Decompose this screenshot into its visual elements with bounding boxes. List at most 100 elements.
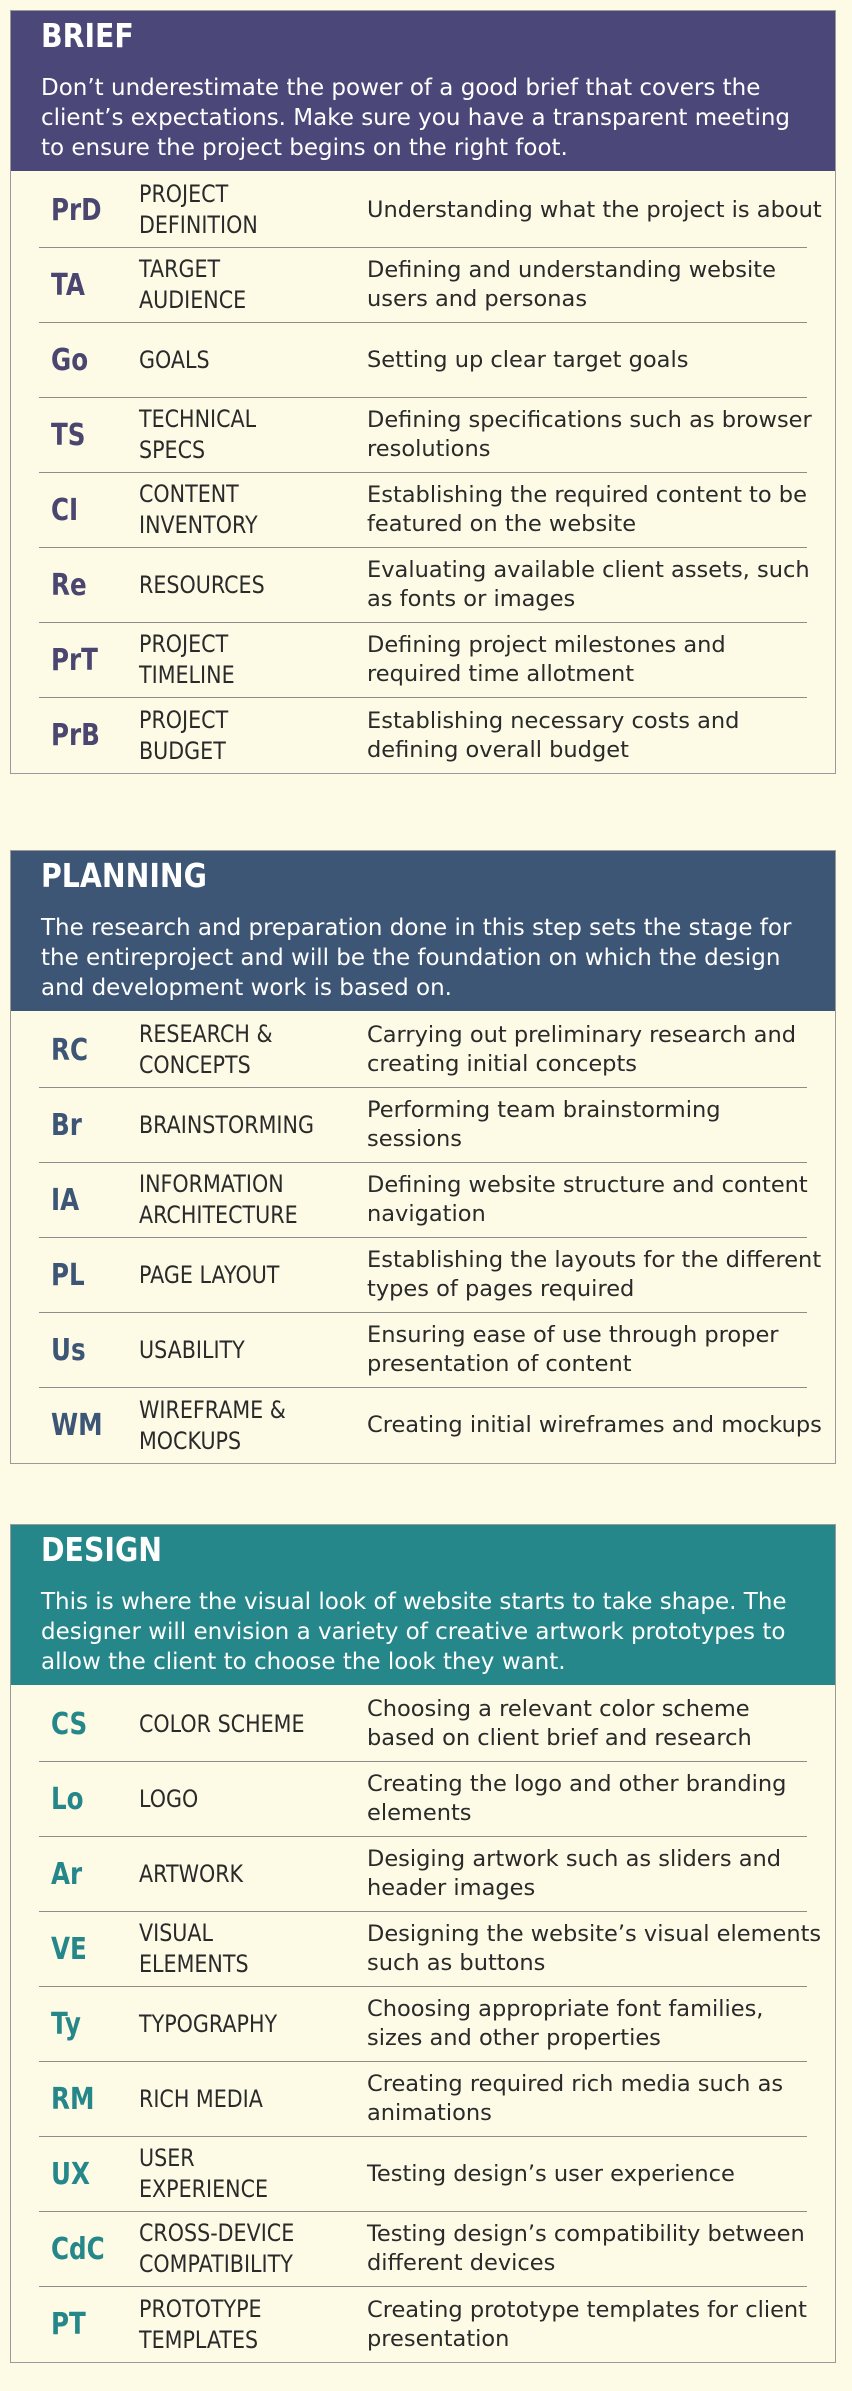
row-desc: Creating prototype templates for client … xyxy=(367,2296,808,2352)
row-name: PROTOTYPE TEMPLATES xyxy=(139,2294,262,2354)
row-abbr: TA xyxy=(51,267,85,303)
design-section: DESIGN This is where the visual look of … xyxy=(10,1524,836,2363)
brief-row-target-audience: TA TARGET AUDIENCE Defining and understa… xyxy=(39,248,807,323)
brief-section: BRIEF Don’t underestimate the power of a… xyxy=(10,10,836,774)
brief-list: PrD PROJECT DEFINITION Understanding wha… xyxy=(11,171,835,773)
planning-row-usability: Us USABILITY Ensuring ease of use throug… xyxy=(39,1313,807,1388)
row-name: RESEARCH & CONCEPTS xyxy=(139,1020,273,1079)
row-name: VISUAL ELEMENTS xyxy=(139,1919,249,1978)
design-title: DESIGN xyxy=(11,1525,835,1573)
row-abbr: VE xyxy=(51,1931,87,1967)
row-name: INFORMATION ARCHITECTURE xyxy=(139,1170,298,1229)
row-abbr: RC xyxy=(51,1032,89,1068)
planning-list: RC RESEARCH & CONCEPTS Carrying out prel… xyxy=(11,1011,835,1463)
row-desc: Defining and understanding website users… xyxy=(367,257,776,312)
row-abbr: PL xyxy=(51,1257,85,1293)
row-name: PAGE LAYOUT xyxy=(139,1260,280,1289)
row-abbr: CS xyxy=(51,1706,88,1742)
row-name: BRAINSTORMING xyxy=(139,1110,314,1139)
design-row-user-experience: UX USER EXPERIENCE Testing design’s user… xyxy=(39,2137,807,2212)
row-name: PROJECT TIMELINE xyxy=(139,630,235,689)
design-row-logo: Lo LOGO Creating the logo and other bran… xyxy=(39,1762,807,1837)
row-desc: Ensuring ease of use through proper pres… xyxy=(367,1322,779,1377)
planning-row-information-architecture: IA INFORMATION ARCHITECTURE Defining web… xyxy=(39,1163,808,1238)
row-desc: Evaluating available client assets, such… xyxy=(367,557,810,612)
row-desc: Understanding what the project is about xyxy=(367,196,822,223)
row-desc: Choosing a relevant color scheme based o… xyxy=(367,1696,752,1751)
row-desc: Establishing the layouts for the differe… xyxy=(367,1247,822,1302)
brief-row-project-definition: PrD PROJECT DEFINITION Understanding wha… xyxy=(39,173,822,248)
row-name: USER EXPERIENCE xyxy=(139,2144,269,2203)
row-name: CROSS-DEVICE COMPATIBILITY xyxy=(139,2219,295,2278)
row-desc: Performing team brainstorming sessions xyxy=(367,1097,721,1152)
brief-row-project-timeline: PrT PROJECT TIMELINE Defining project mi… xyxy=(39,623,807,698)
row-name: GOALS xyxy=(139,345,210,374)
planning-row-research-concepts: RC RESEARCH & CONCEPTS Carrying out prel… xyxy=(39,1013,807,1088)
row-desc: Desiging artwork such as sliders and hea… xyxy=(367,1846,782,1901)
row-name: WIREFRAME & MOCKUPS xyxy=(139,1395,286,1455)
row-desc: Creating required rich media such as ani… xyxy=(367,2071,784,2126)
row-abbr: TS xyxy=(51,417,86,453)
row-name: TARGET AUDIENCE xyxy=(139,255,247,314)
row-name: ARTWORK xyxy=(139,1859,244,1888)
row-abbr: Lo xyxy=(51,1781,84,1817)
row-name: LOGO xyxy=(139,1784,199,1813)
row-desc: Defining specifications such as browser … xyxy=(367,407,812,462)
row-abbr: Go xyxy=(51,342,89,378)
row-name: USABILITY xyxy=(139,1335,245,1364)
planning-row-wireframe-mockups: WM WIREFRAME & MOCKUPS Creating initial … xyxy=(39,1388,822,1463)
row-desc: Defining project milestones and required… xyxy=(367,632,726,687)
row-abbr: WM xyxy=(51,1408,103,1443)
row-name: RICH MEDIA xyxy=(139,2084,263,2113)
row-abbr: UX xyxy=(51,2156,90,2192)
row-desc: Establishing the required content to be … xyxy=(367,482,807,537)
row-desc: Establishing necessary costs and definin… xyxy=(367,707,740,763)
row-name: PROJECT BUDGET xyxy=(139,705,229,765)
brief-description: Don’t underestimate the power of a good … xyxy=(11,59,835,171)
row-desc: Setting up clear target goals xyxy=(367,346,689,373)
design-row-cross-device-compatibility: CdC CROSS-DEVICE COMPATIBILITY Testing d… xyxy=(39,2212,807,2287)
row-desc: Carrying out preliminary research and cr… xyxy=(367,1022,797,1077)
row-abbr: Ty xyxy=(51,2006,81,2042)
row-desc: Creating initial wireframes and mockups xyxy=(367,1412,822,1438)
planning-title: PLANNING xyxy=(11,851,835,899)
planning-section: PLANNING The research and preparation do… xyxy=(10,850,836,1464)
design-row-color-scheme: CS COLOR SCHEME Choosing a relevant colo… xyxy=(39,1687,807,1762)
brief-row-content-inventory: CI CONTENT INVENTORY Establishing the re… xyxy=(39,473,807,548)
brief-row-technical-specs: TS TECHNICAL SPECS Defining specificatio… xyxy=(39,398,812,473)
row-desc: Defining website structure and content n… xyxy=(367,1172,808,1227)
row-name: CONTENT INVENTORY xyxy=(139,480,258,539)
planning-description: The research and preparation done in thi… xyxy=(11,899,835,1011)
row-name: PROJECT DEFINITION xyxy=(139,180,258,239)
design-row-prototype-templates: PT PROTOTYPE TEMPLATES Creating prototyp… xyxy=(39,2287,807,2362)
row-abbr: Ar xyxy=(51,1856,83,1892)
row-name: TECHNICAL SPECS xyxy=(139,405,257,464)
brief-row-goals: Go GOALS Setting up clear target goals xyxy=(39,323,807,398)
row-name: COLOR SCHEME xyxy=(139,1709,305,1738)
row-abbr: PrT xyxy=(51,642,98,678)
row-abbr: CdC xyxy=(51,2231,105,2267)
brief-row-project-budget: PrB PROJECT BUDGET Establishing necessar… xyxy=(39,698,807,773)
design-description: This is where the visual look of website… xyxy=(11,1573,835,1685)
row-abbr: Br xyxy=(51,1107,82,1143)
design-row-rich-media: RM RICH MEDIA Creating required rich med… xyxy=(39,2062,807,2137)
row-abbr: PT xyxy=(51,2307,86,2342)
design-list: CS COLOR SCHEME Choosing a relevant colo… xyxy=(11,1685,835,2362)
design-row-typography: Ty TYPOGRAPHY Choosing appropriate font … xyxy=(39,1987,807,2062)
row-abbr: IA xyxy=(51,1182,80,1218)
planning-row-page-layout: PL PAGE LAYOUT Establishing the layouts … xyxy=(39,1238,821,1313)
row-abbr: CI xyxy=(51,492,79,528)
row-abbr: PrB xyxy=(51,718,100,753)
row-name: TYPOGRAPHY xyxy=(139,2009,278,2038)
row-desc: Testing design’s compatibility between d… xyxy=(367,2221,805,2276)
design-row-visual-elements: VE VISUAL ELEMENTS Designing the website… xyxy=(39,1912,821,1987)
design-row-artwork: Ar ARTWORK Desiging artwork such as slid… xyxy=(39,1837,807,1912)
row-desc: Creating the logo and other branding ele… xyxy=(367,1771,787,1826)
row-abbr: Re xyxy=(51,567,87,603)
row-abbr: RM xyxy=(51,2081,95,2117)
planning-row-brainstorming: Br BRAINSTORMING Performing team brainst… xyxy=(39,1088,807,1163)
brief-row-resources: Re RESOURCES Evaluating available client… xyxy=(39,548,810,623)
row-abbr: Us xyxy=(51,1332,86,1368)
row-desc: Testing design’s user experience xyxy=(367,2160,735,2187)
row-abbr: PrD xyxy=(51,192,102,228)
